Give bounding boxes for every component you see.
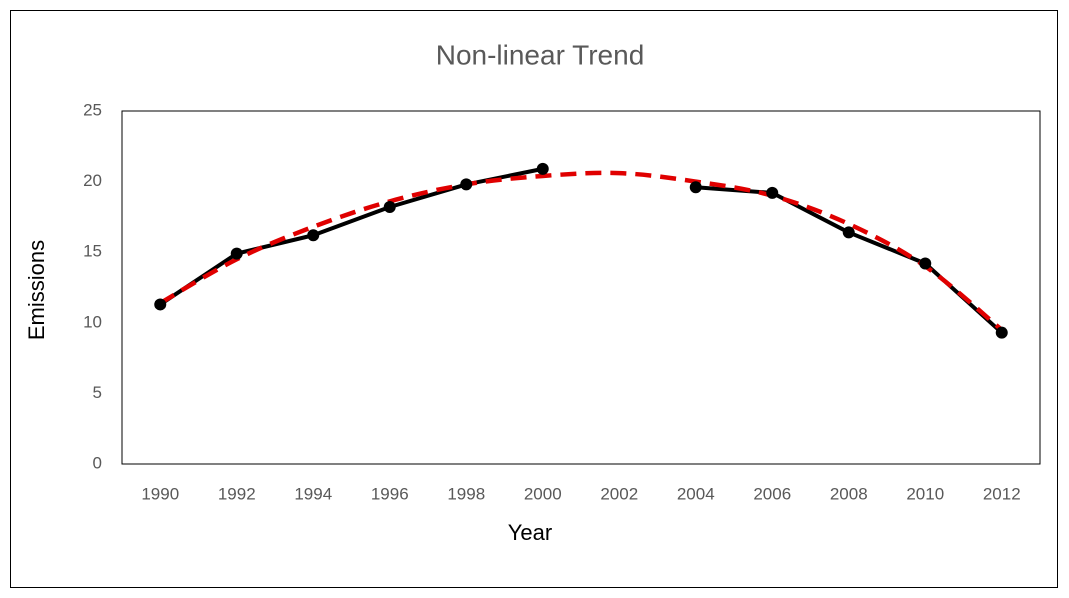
marker	[995, 326, 1008, 339]
y-tick-label: 10	[83, 312, 102, 331]
marker	[766, 186, 779, 199]
trend-line	[159, 170, 1004, 332]
marker	[536, 162, 549, 175]
x-tick-label: 2000	[524, 484, 562, 503]
x-tick-label: 1996	[371, 484, 409, 503]
x-tick-label: 2012	[983, 484, 1021, 503]
x-tick-label: 1994	[294, 484, 332, 503]
x-tick-label: 1992	[218, 484, 256, 503]
series-line	[159, 166, 544, 307]
x-tick-label: 2006	[753, 484, 791, 503]
marker	[230, 247, 243, 260]
marker	[689, 181, 702, 194]
y-tick-label: 20	[83, 171, 102, 190]
y-tick-label: 5	[93, 383, 102, 402]
marker	[842, 226, 855, 239]
marker	[307, 229, 320, 242]
x-tick-label: 2002	[600, 484, 638, 503]
y-tick-label: 0	[93, 453, 102, 472]
y-tick-label: 25	[83, 100, 102, 119]
marker	[383, 201, 396, 214]
x-tick-label: 2008	[830, 484, 868, 503]
y-tick-label: 15	[83, 242, 102, 261]
chart-border	[10, 10, 1058, 588]
x-axis-title: Year	[508, 520, 552, 545]
marker	[154, 298, 167, 311]
x-tick-label: 2004	[677, 484, 715, 503]
x-tick-label: 2010	[906, 484, 944, 503]
plot-area	[121, 110, 1041, 465]
x-tick-label: 1998	[447, 484, 485, 503]
chart-title: Non-linear Trend	[436, 39, 645, 70]
y-axis-title: Emissions	[24, 240, 49, 340]
marker	[460, 178, 473, 191]
marker	[919, 257, 932, 270]
x-tick-label: 1990	[141, 484, 179, 503]
